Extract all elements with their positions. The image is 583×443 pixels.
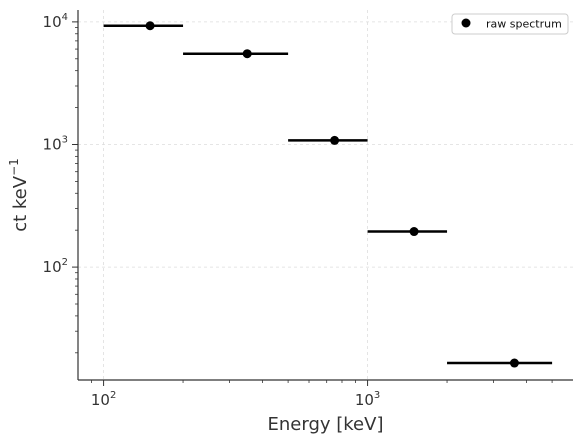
data-point — [242, 49, 252, 59]
y-tick-label: 103 — [43, 134, 68, 153]
y-tick-label: 104 — [43, 12, 68, 31]
y-tick-label-exponent: 2 — [62, 257, 68, 268]
data-point — [409, 227, 419, 237]
grid — [78, 10, 573, 380]
x-tick-label: 103 — [355, 390, 380, 409]
x-tick-label-exponent: 2 — [110, 390, 116, 401]
data-point — [330, 135, 340, 145]
data-series — [103, 21, 553, 368]
y-axis-title-main: ct keV — [10, 175, 31, 232]
x-tick-label-exponent: 3 — [374, 390, 380, 401]
legend-marker — [461, 18, 471, 28]
data-point — [145, 21, 155, 31]
y-axis-title: ct keV−1 — [7, 158, 31, 232]
legend-box — [451, 13, 569, 35]
legend: raw spectrum — [451, 13, 569, 35]
y-tick-label: 102 — [43, 257, 68, 276]
y-tick-label-exponent: 3 — [62, 134, 68, 145]
y-tick-label-base: 10 — [43, 13, 62, 31]
x-tick-label: 102 — [91, 390, 116, 409]
legend-label: raw spectrum — [486, 18, 562, 31]
x-tick-label-base: 10 — [355, 391, 374, 409]
data-point — [509, 358, 519, 368]
y-tick-label-base: 10 — [43, 135, 62, 153]
x-tick-label-base: 10 — [91, 391, 110, 409]
y-tick-label-base: 10 — [43, 258, 62, 276]
y-tick-label-exponent: 4 — [62, 12, 68, 23]
x-axis-title: Energy [keV] — [268, 414, 384, 435]
y-axis-title-exponent: −1 — [7, 158, 21, 176]
